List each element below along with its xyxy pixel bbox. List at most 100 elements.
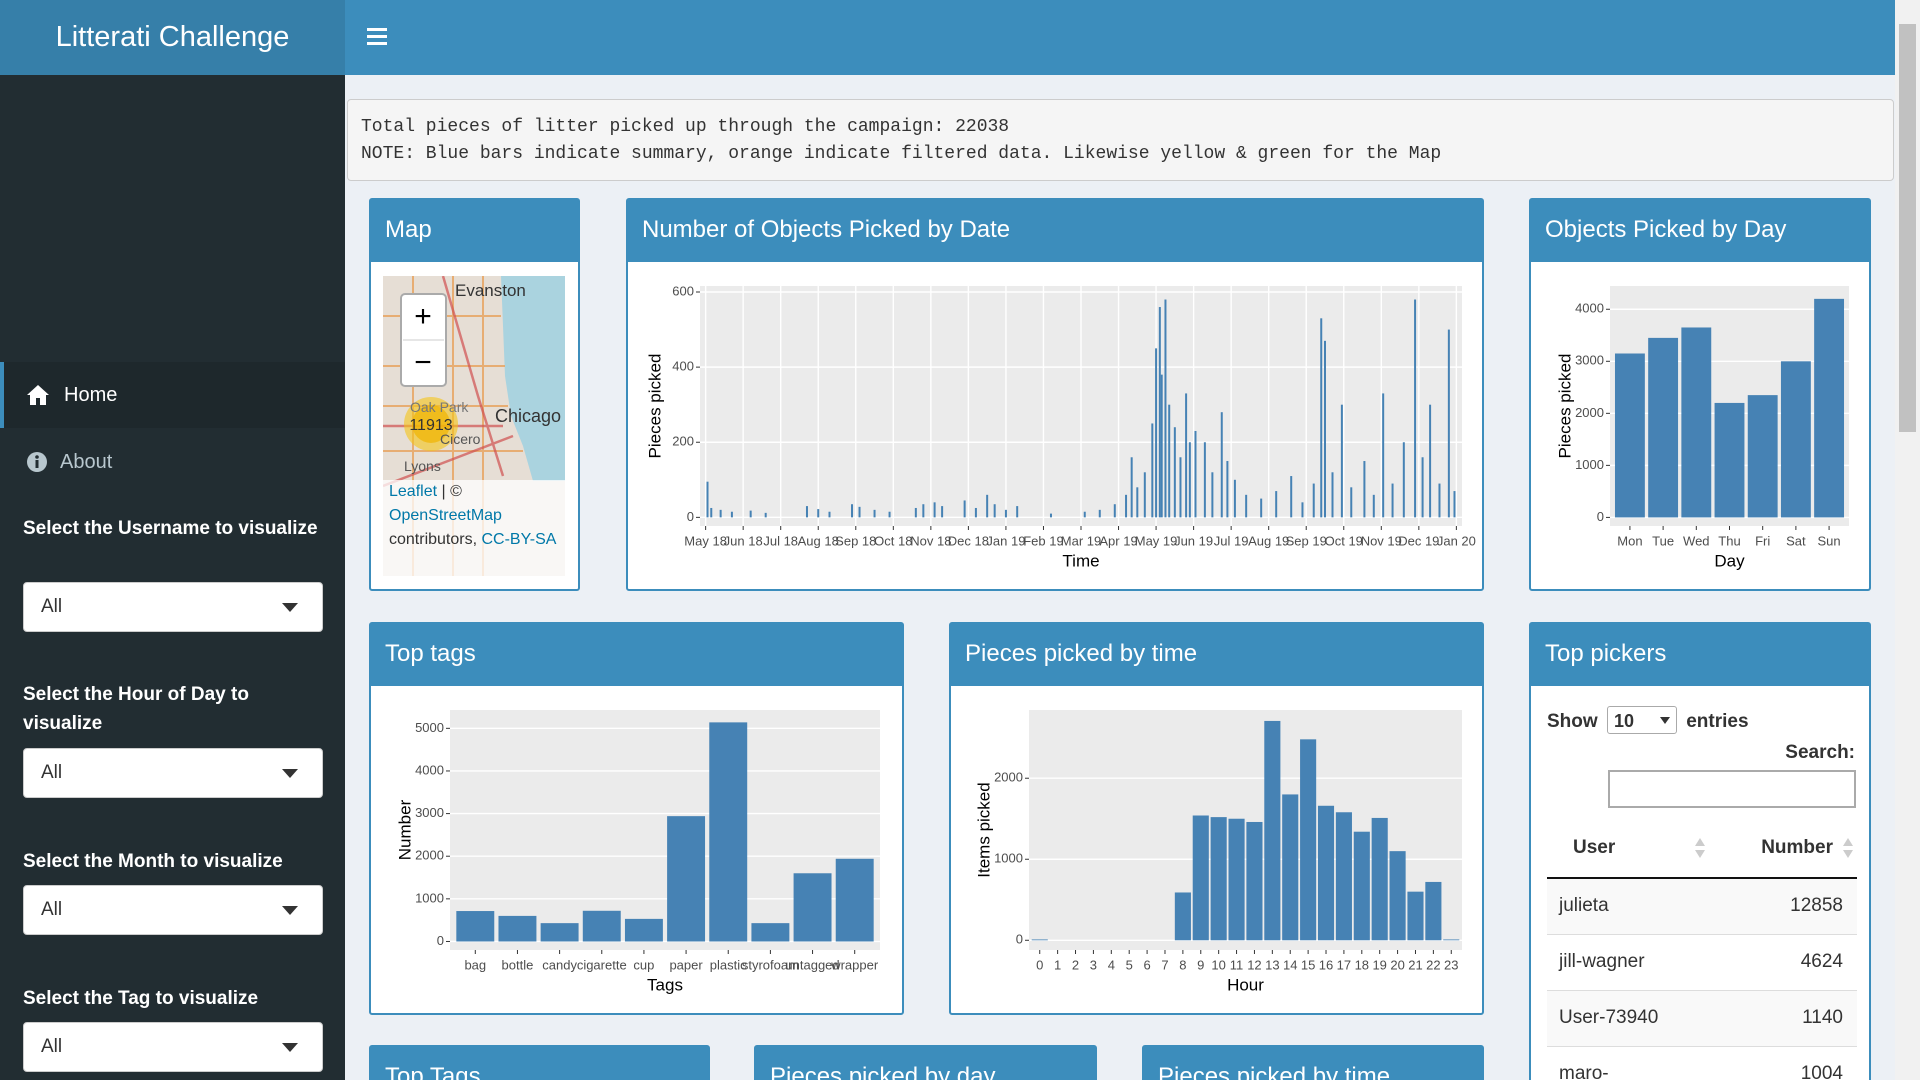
table-row[interactable]: User-73940 1140 [1547,990,1857,1046]
table-cell: User-73940 [1559,1007,1659,1028]
select-value: All [41,1036,63,1057]
panel-title: Pieces picked by time [1144,1047,1482,1080]
y-tick-label: 600 [672,283,694,298]
bar [817,509,820,518]
bar [1320,318,1323,518]
zoom-in[interactable]: + [414,300,432,333]
filter-label: Select the Tag to visualize [23,988,259,1009]
x-axis-title: Hour [1227,975,1264,994]
y-tick-label: 3000 [415,805,444,820]
table-row[interactable]: julieta 12858 [1547,878,1857,934]
bar [624,918,663,942]
menu-toggle[interactable] [367,28,387,46]
bar [1173,427,1176,518]
place-label: Oak Park [410,399,469,415]
y-tick-label: 1000 [1575,457,1604,472]
bar [1382,393,1385,518]
info-line: Total pieces of litter picked up through… [361,117,1010,137]
length-select[interactable]: 10 [1606,706,1677,734]
x-tick-label: 13 [1265,957,1279,972]
column-header[interactable]: User [1547,818,1713,878]
scrollbar-thumb[interactable] [1899,24,1916,432]
bar [706,481,709,518]
info-line: NOTE: Blue bars indicate summary, orange… [361,144,1442,164]
bar [1282,794,1299,941]
filter-select[interactable]: All [23,885,323,935]
place-label: Lyons [404,458,441,474]
x-tick-label: Jun 19 [1174,533,1213,548]
x-tick-label: cup [633,957,654,972]
bar [1233,479,1236,518]
y-axis-title: Pieces picked [1555,354,1574,459]
chart: 0 1000 2000 3000 4000 Mon Tue Wed Thu Fri Sat Sun Da… [1555,286,1849,570]
bar [1203,442,1206,518]
bar [667,816,706,942]
x-axis-title: Time [1062,551,1099,570]
filter-label: Select the Username to visualize [23,518,318,539]
bar [1353,831,1370,941]
table-cell: 4624 [1800,951,1843,972]
column-header[interactable]: Number [1713,818,1857,878]
filter-select[interactable]: All [23,582,323,632]
table-row[interactable]: jill-wagner 4624 [1547,934,1857,990]
bar [1174,892,1191,941]
bar [709,722,748,942]
x-tick-label: 23 [1444,957,1458,972]
filter-select[interactable]: All [23,1022,323,1072]
filter-label: Select the Month to visualize [23,851,283,872]
cluster-label[interactable]: 11913 [409,417,452,434]
bar [1260,498,1263,518]
table-row[interactable]: maro- 1004 [1547,1046,1857,1080]
bar [1414,299,1417,518]
menu-about[interactable]: About [0,429,345,495]
x-tick-label: 1 [1054,957,1061,972]
zoom-out[interactable]: − [414,346,432,379]
x-tick-label: Jul 18 [763,533,798,548]
bar [828,511,831,518]
attribution-link[interactable]: Leaflet [389,483,438,500]
x-tick-label: untagged [785,957,839,972]
bar [719,509,722,518]
attribution-link[interactable]: CC-BY-SA [481,531,557,548]
y-tick-label: 4000 [1575,301,1604,316]
x-tick-label: Oct 19 [1325,533,1363,548]
x-tick-label: Sun [1818,533,1841,548]
bar [540,923,579,942]
caret [282,603,298,612]
attribution-link[interactable]: OpenStreetMap [389,507,502,524]
x-tick-label: 17 [1337,957,1351,972]
menu-home[interactable]: Home [0,362,345,428]
map-panel: Map Evanston Oak Park Chicago Cicero Lyo… [369,198,580,591]
filter-select[interactable]: All [23,748,323,798]
bar [914,507,917,518]
x-tick-label: 9 [1197,957,1204,972]
place-label: Chicago [495,406,561,426]
panel-title: Objects Picked by Day [1531,200,1869,262]
bar [1747,395,1778,518]
search-input[interactable] [1608,770,1856,808]
table-cell: maro- [1559,1063,1609,1080]
bar [974,507,977,518]
panel-title: Top pickers [1531,624,1869,686]
x-tick-label: Feb 19 [1023,533,1063,548]
bar [1155,348,1158,518]
x-tick-label: Nov 19 [1361,533,1402,548]
table-cell: 12858 [1790,895,1843,917]
bar [764,512,767,518]
table-cell: julieta [1559,895,1609,917]
bar [1402,442,1405,518]
bar [1443,939,1460,941]
app-title[interactable]: Litterati Challenge [0,0,345,75]
map[interactable]: Evanston Oak Park Chicago Cicero Lyons 1… [383,276,565,576]
bar [730,511,733,518]
x-tick-label: 18 [1355,957,1369,972]
select-value: All [41,762,63,783]
x-tick-label: Mon [1617,533,1642,548]
x-tick-label: 10 [1211,957,1225,972]
x-tick-label: candy [542,957,577,972]
x-tick-label: 11 [1230,957,1244,972]
x-tick-label: 8 [1179,957,1186,972]
chart-panel: Number of Objects Picked by Date 0 200 400… [626,198,1484,591]
y-axis-title: Items picked [974,782,993,877]
